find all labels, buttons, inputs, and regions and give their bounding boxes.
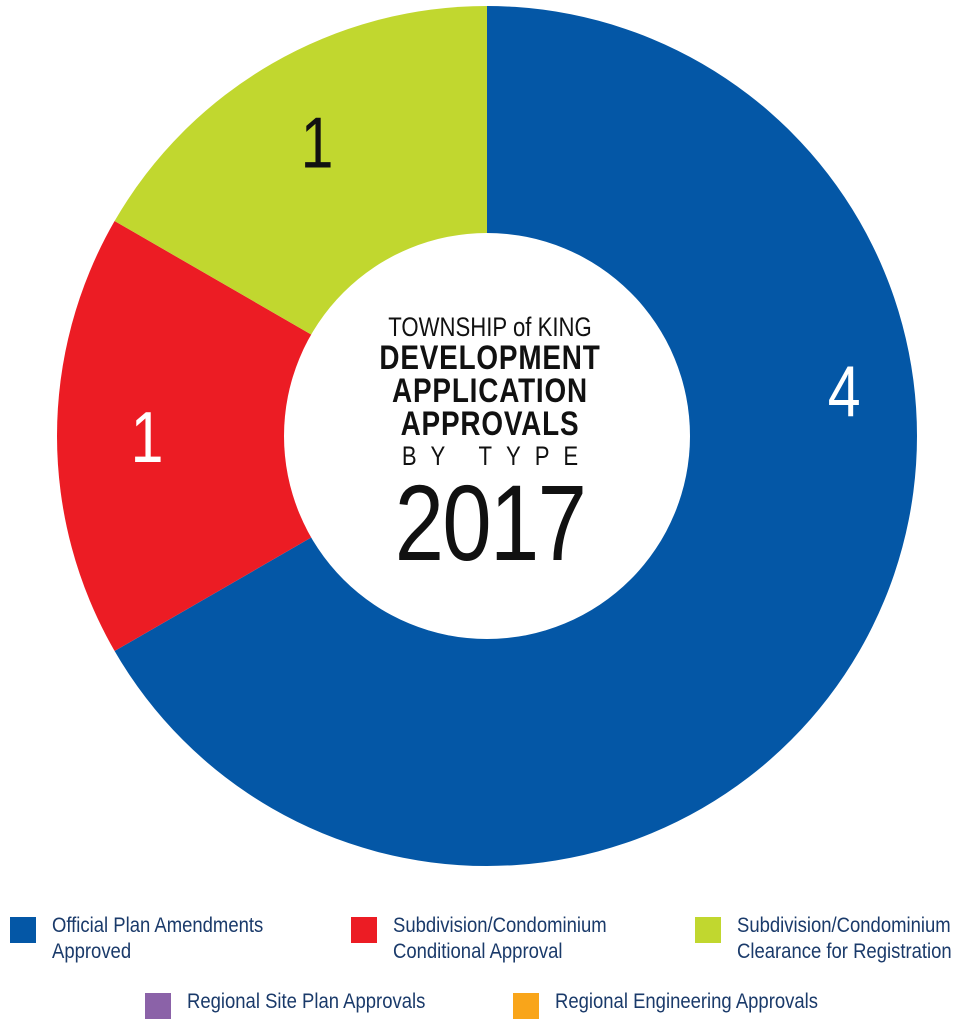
slice-value-label: 4 [828, 351, 861, 432]
title-by-type: BY TYPE [401, 441, 593, 471]
slice-labels: 4 1 1 [131, 102, 861, 477]
legend-swatch [351, 917, 377, 943]
legend-label-line1: Regional Site Plan Approvals [187, 990, 426, 1013]
legend-label-line2: Conditional Approval [393, 940, 563, 963]
legend-label-line1: Official Plan Amendments [52, 914, 264, 937]
title-township: TOWNSHIP of KING [388, 312, 592, 342]
title-year: 2017 [394, 462, 587, 583]
slice-value-label: 1 [131, 396, 164, 477]
legend-swatch [513, 993, 539, 1019]
legend-swatch [10, 917, 36, 943]
legend-label-line2: Approved [52, 940, 132, 963]
legend-label-line2: Clearance for Registration [737, 940, 952, 963]
title-development: DEVELOPMENT [379, 339, 601, 377]
legend-item-official-plan: Official Plan Amendments Approved [10, 913, 292, 965]
slice-value-label: 1 [301, 102, 334, 183]
title-application: APPLICATION [392, 372, 588, 410]
legend-swatch [145, 993, 171, 1019]
legend-label-line1: Regional Engineering Approvals [555, 990, 819, 1013]
legend-label-line1: Subdivision/Condominium [737, 914, 951, 937]
legend-item-regional-engineering: Regional Engineering Approvals [513, 989, 854, 1019]
legend-item-regional-site-plan: Regional Site Plan Approvals [145, 989, 458, 1019]
legend-swatch [695, 917, 721, 943]
legend-item-conditional-approval: Subdivision/Condominium Conditional Appr… [351, 913, 636, 965]
title-approvals: APPROVALS [400, 405, 580, 443]
donut-hole [284, 233, 690, 639]
legend-label-line1: Subdivision/Condominium [393, 914, 607, 937]
legend-item-clearance-registration: Subdivision/Condominium Clearance for Re… [695, 913, 966, 965]
pie-slice [56, 221, 487, 651]
chart-title: TOWNSHIP of KING DEVELOPMENT APPLICATION… [359, 312, 621, 583]
